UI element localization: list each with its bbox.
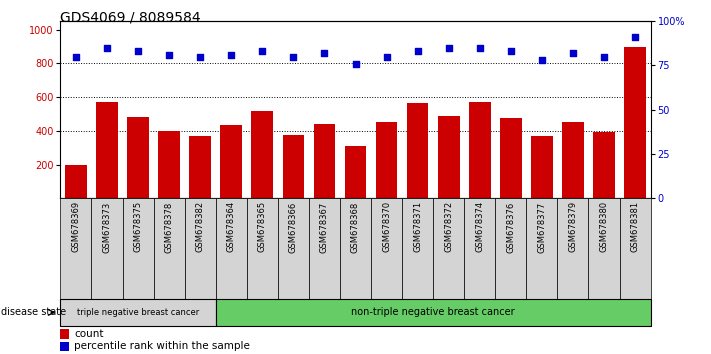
Point [536,57,547,63]
Point [132,48,144,54]
Bar [278,198,309,299]
Bar [624,46,646,198]
Text: GSM678368: GSM678368 [351,201,360,252]
Bar [60,329,69,338]
Point [70,54,82,59]
Bar [314,124,336,198]
Text: GSM678377: GSM678377 [538,201,546,252]
Text: triple negative breast cancer: triple negative breast cancer [77,308,199,317]
Point [381,54,392,59]
Bar [60,299,215,326]
Text: GSM678366: GSM678366 [289,201,298,252]
Bar [557,198,589,299]
Bar [589,198,619,299]
Text: GSM678378: GSM678378 [165,201,173,252]
Bar [309,198,340,299]
Point [288,54,299,59]
Bar [220,125,242,198]
Bar [464,198,496,299]
Bar [531,136,552,198]
Point [350,61,361,67]
Bar [247,198,278,299]
Bar [154,198,185,299]
Point [474,45,486,51]
Bar [619,198,651,299]
Text: GSM678372: GSM678372 [444,201,453,252]
Text: GSM678367: GSM678367 [320,201,329,252]
Bar [407,103,429,198]
Bar [500,118,522,198]
Text: GSM678369: GSM678369 [72,201,80,252]
Bar [189,136,211,198]
Bar [340,198,371,299]
Point [443,45,454,51]
Text: GSM678373: GSM678373 [102,201,112,252]
Bar [215,299,651,326]
Bar [215,198,247,299]
Bar [127,117,149,198]
Bar [345,146,366,198]
Point [195,54,206,59]
Text: GSM678375: GSM678375 [134,201,143,252]
Text: GSM678382: GSM678382 [196,201,205,252]
Point [164,52,175,58]
Bar [562,121,584,198]
Bar [282,135,304,198]
Point [102,45,113,51]
Point [319,50,330,56]
Point [567,50,579,56]
Bar [96,102,118,198]
Bar [438,116,459,198]
Text: GSM678381: GSM678381 [631,201,639,252]
Text: GSM678380: GSM678380 [599,201,609,252]
Text: GSM678370: GSM678370 [382,201,391,252]
Bar [252,110,273,198]
Text: non-triple negative breast cancer: non-triple negative breast cancer [351,307,515,318]
Text: count: count [74,329,104,339]
Point [505,48,516,54]
Point [257,48,268,54]
Bar [92,198,122,299]
Text: GDS4069 / 8089584: GDS4069 / 8089584 [60,11,201,25]
Bar [60,342,69,351]
Bar [65,165,87,198]
Bar [375,122,397,198]
Text: GSM678379: GSM678379 [568,201,577,252]
Text: disease state: disease state [1,307,67,318]
Text: GSM678364: GSM678364 [227,201,236,252]
Point [598,54,609,59]
Text: GSM678376: GSM678376 [506,201,515,252]
Text: GSM678374: GSM678374 [475,201,484,252]
Bar [469,102,491,198]
Point [225,52,237,58]
Bar [433,198,464,299]
Bar [593,132,615,198]
Point [412,48,423,54]
Bar [526,198,557,299]
Bar [496,198,526,299]
Text: GSM678371: GSM678371 [413,201,422,252]
Text: GSM678365: GSM678365 [258,201,267,252]
Bar [122,198,154,299]
Text: percentile rank within the sample: percentile rank within the sample [74,341,250,351]
Bar [60,198,92,299]
Bar [185,198,215,299]
Bar [402,198,433,299]
Point [629,34,641,40]
Bar [159,131,180,198]
Bar [371,198,402,299]
